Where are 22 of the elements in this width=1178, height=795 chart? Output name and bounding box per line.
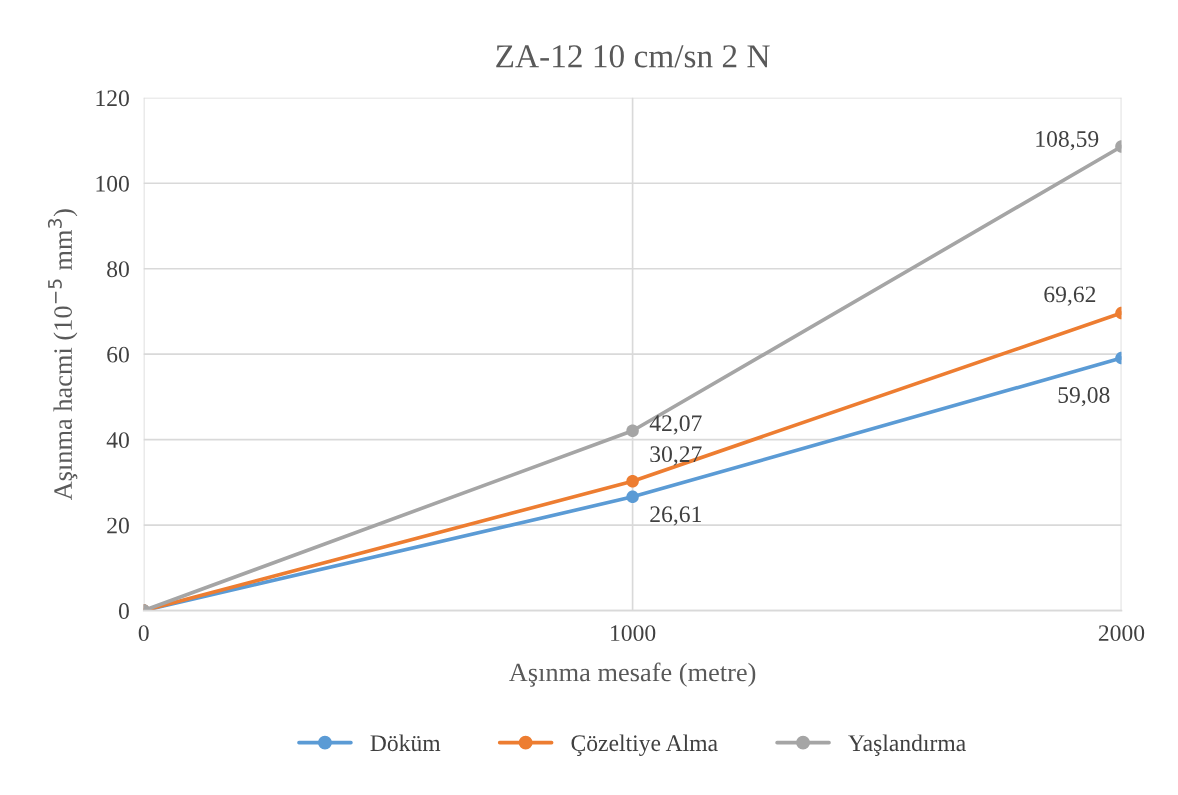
data-label: 42,07 — [649, 415, 702, 435]
legend-label: Döküm — [370, 734, 441, 752]
y-tick-label: 0 — [118, 603, 129, 619]
y-tick-label: 40 — [106, 432, 129, 449]
chart-title: ZA-12 10 cm/sn 2 N — [496, 45, 770, 68]
x-axis-title: Aşınma mesafe (metre) — [509, 662, 756, 687]
y-tick-label: 120 — [96, 90, 129, 107]
x-tick-label: 1000 — [611, 625, 656, 642]
data-label: 30,27 — [650, 446, 702, 466]
data-label: 108,59 — [1036, 130, 1099, 151]
legend-label: Yaşlandırma — [848, 734, 966, 756]
data-label: 69,62 — [1044, 286, 1096, 306]
data-label: 59,08 — [1058, 386, 1110, 407]
y-tick-label: 60 — [107, 346, 129, 363]
x-tick-label: 2000 — [1098, 625, 1145, 642]
data-label: 26,61 — [650, 506, 701, 526]
y-tick-label: 20 — [107, 517, 129, 534]
x-tick-label: 0 — [138, 625, 149, 642]
y-axis-title: Aşınma hacmi (10$^{−5}$ mm$^{3}$) — [47, 209, 78, 501]
y-tick-label: 80 — [107, 261, 129, 278]
y-tick-label: 100 — [96, 175, 129, 192]
legend-label: Çözeltiye Alma — [571, 734, 718, 756]
